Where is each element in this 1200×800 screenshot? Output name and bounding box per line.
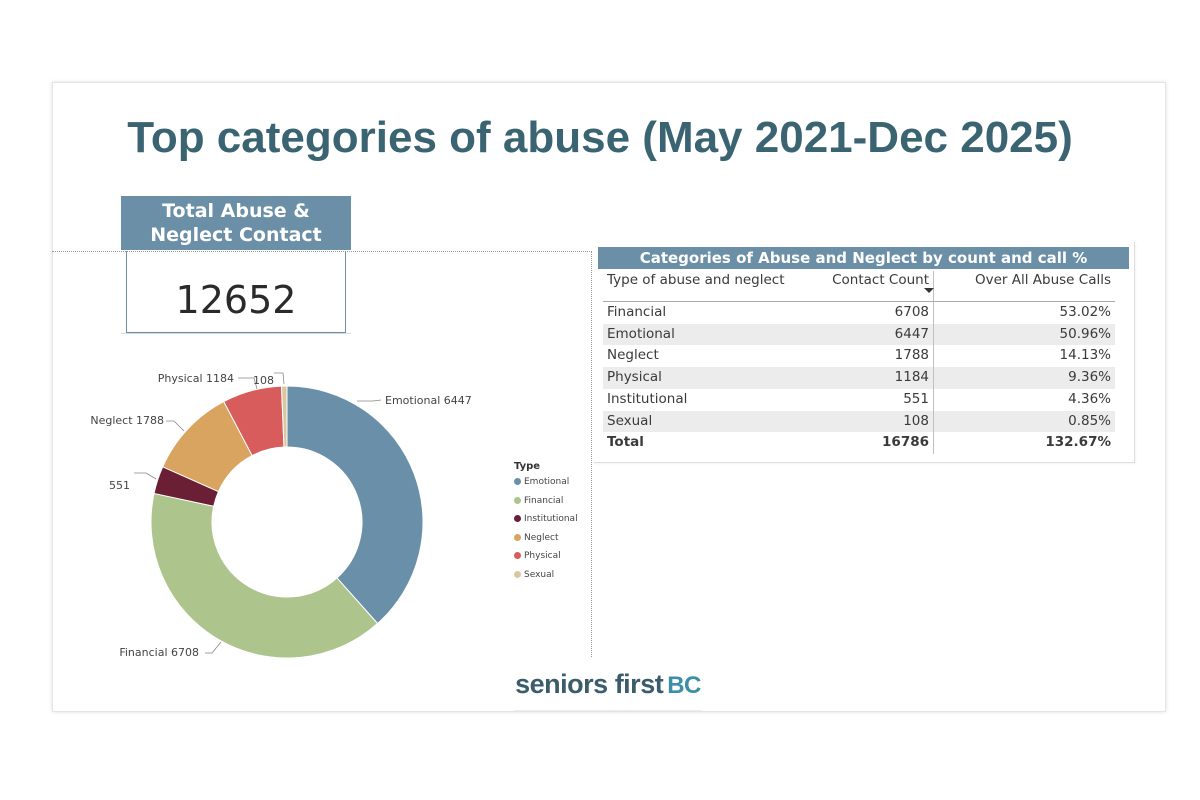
legend-swatch-icon: [514, 496, 521, 504]
cell-contact-count: 6708: [821, 301, 934, 324]
table-row[interactable]: Financial 6708 53.02%: [603, 301, 1115, 324]
donut-slice-emotional[interactable]: [286, 385, 424, 625]
data-label-neglect: Neglect 1788: [90, 414, 164, 427]
donut-slice-financial[interactable]: [150, 492, 379, 659]
cell-overall-calls: 53.02%: [1059, 304, 1111, 320]
logo-word-first: first: [614, 669, 664, 699]
cell-type: Physical: [603, 367, 821, 389]
legend-title: Type: [514, 461, 541, 472]
table-header-row: Type of abuse and neglect Contact Count …: [603, 271, 1115, 302]
logo-word-seniors: seniors: [515, 669, 608, 699]
leader-line-sexual: [274, 372, 285, 385]
legend-item-emotional[interactable]: Emotional: [514, 477, 578, 496]
data-label-financial: Financial 6708: [119, 646, 199, 659]
cell-contact-count: 16786: [821, 432, 934, 454]
kpi-label-line2: Neglect Contact: [150, 224, 322, 246]
column-header-overall-calls[interactable]: Over All Abuse Calls: [933, 271, 1115, 302]
legend-swatch-icon: [514, 515, 521, 522]
kpi-label-line1: Total Abuse &: [162, 200, 310, 222]
table-total-row[interactable]: Total 16786 132.67%: [603, 432, 1115, 454]
legend-label: Emotional: [524, 477, 570, 487]
page-title: Top categories of abuse (May 2021-Dec 20…: [127, 113, 1073, 162]
column-header-contact-count[interactable]: Contact Count: [821, 271, 934, 302]
cell-contact-count: 1184: [821, 367, 934, 389]
cell-overall-calls: 4.36%: [1068, 390, 1111, 407]
data-label-physical: Physical 1184: [158, 372, 234, 385]
legend-label: Institutional: [524, 514, 578, 524]
table-row[interactable]: Neglect 1788 14.13%: [603, 345, 1115, 368]
cell-overall-calls: 14.13%: [1059, 347, 1111, 364]
divider-vertical: [591, 251, 592, 709]
cell-type: Financial: [607, 304, 667, 320]
donut-chart-svg[interactable]: Emotional 6447 Financial 6708 551 Neglect 1…: [60, 355, 580, 675]
legend-swatch-icon: [514, 533, 521, 541]
legend-swatch-icon: [514, 478, 521, 485]
chart-legend: Type Emotional Financial Institutional Negl…: [514, 461, 578, 588]
kpi-value[interactable]: 12652: [126, 251, 346, 333]
legend-swatch-icon: [514, 570, 521, 578]
legend-item-neglect[interactable]: Neglect: [514, 533, 578, 552]
legend-label: Sexual: [524, 569, 555, 580]
cell-overall-calls: 9.36%: [933, 367, 1115, 389]
legend-item-physical[interactable]: Physical: [514, 551, 578, 570]
logo-word-bc: BC: [667, 672, 701, 699]
seniors-first-bc-logo: seniors first BC: [514, 658, 702, 711]
donut-chart[interactable]: Emotional 6447 Financial 6708 551 Neglect 1…: [60, 355, 580, 675]
donut-slice-sexual[interactable]: [280, 385, 288, 448]
table-row[interactable]: Institutional 551 4.36%: [603, 388, 1115, 411]
kpi-label: Total Abuse & Neglect Contact: [121, 196, 351, 250]
data-label-institutional: 551: [109, 479, 130, 492]
table-row[interactable]: Physical 1184 9.36%: [603, 367, 1115, 389]
divider-horizontal: [52, 251, 592, 252]
abuse-table: Type of abuse and neglect Contact Count …: [603, 271, 1115, 454]
cell-type: Neglect: [607, 347, 659, 364]
table-row[interactable]: Sexual 108 0.85%: [603, 410, 1115, 433]
sort-descending-icon[interactable]: [924, 288, 934, 293]
leader-line-emotional: [357, 399, 382, 402]
cell-contact-count: 6447: [821, 323, 934, 346]
cell-overall-calls: 50.96%: [933, 323, 1115, 346]
cell-overall-calls: 0.85%: [933, 410, 1115, 433]
data-label-emotional: Emotional 6447: [385, 394, 472, 407]
cell-type: Institutional: [607, 390, 688, 407]
legend-label: Physical: [524, 551, 561, 561]
kpi-card-edge: [121, 333, 351, 340]
cell-overall-calls: 132.67%: [1045, 434, 1111, 451]
legend-item-sexual[interactable]: Sexual: [514, 570, 578, 589]
legend-item-institutional[interactable]: Institutional: [514, 514, 578, 533]
table-row[interactable]: Emotional 6447 50.96%: [603, 323, 1115, 346]
column-header-type[interactable]: Type of abuse and neglect: [603, 271, 821, 302]
leader-line-physical: [238, 377, 258, 390]
table-body: Financial 6708 53.02% Emotional 6447 50.96% Ne…: [603, 301, 1115, 454]
legend-items: Emotional Financial Institutional Neglect Ph…: [514, 477, 578, 588]
column-header-contact-count-label: Contact Count: [832, 272, 929, 288]
leader-line-financial: [205, 641, 222, 654]
cell-type: Sexual: [603, 410, 821, 433]
legend-swatch-icon: [514, 552, 521, 559]
legend-item-financial[interactable]: Financial: [514, 496, 578, 515]
table-card: [594, 242, 1135, 463]
legend-label: Neglect: [524, 532, 559, 543]
cell-contact-count: 551: [821, 388, 934, 411]
cell-contact-count: 1788: [821, 345, 934, 368]
cell-type: Total: [607, 434, 644, 451]
cell-type: Emotional: [603, 323, 821, 346]
leader-line-neglect: [166, 420, 185, 432]
cell-contact-count: 108: [821, 410, 934, 433]
leader-line-institutional: [134, 472, 157, 480]
data-label-sexual: 108: [253, 374, 274, 387]
legend-label: Financial: [524, 495, 564, 506]
table-title: Categories of Abuse and Neglect by count…: [598, 247, 1129, 269]
